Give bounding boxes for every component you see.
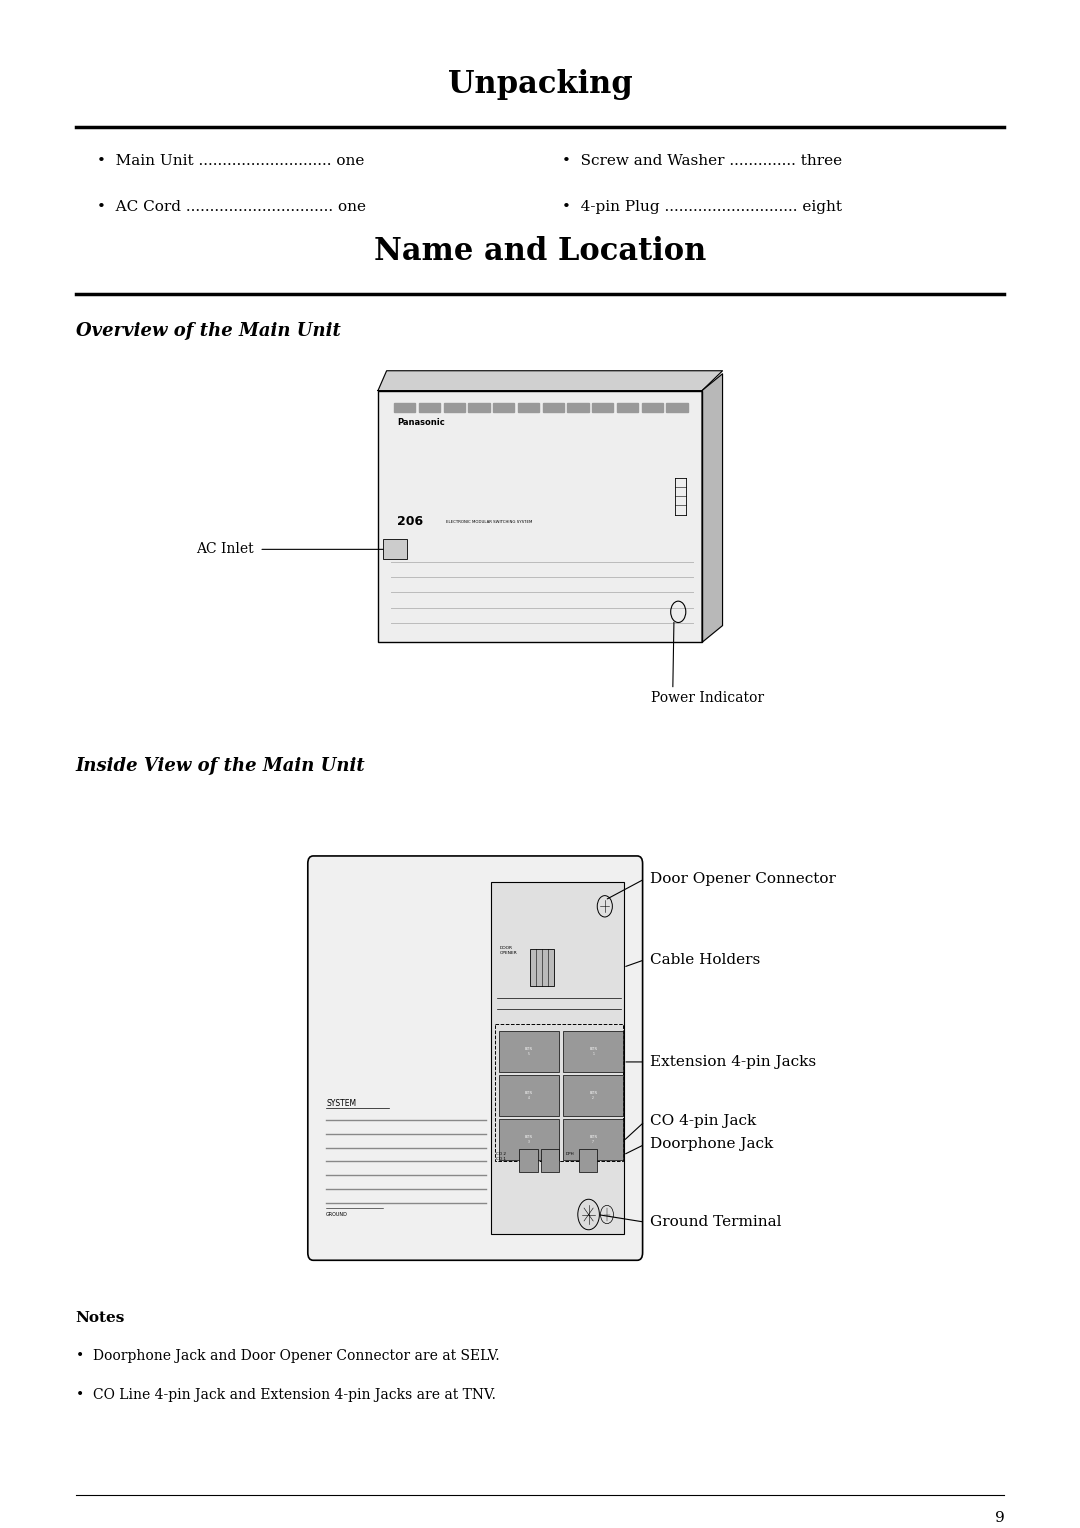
Text: •  Screw and Washer .............. three: • Screw and Washer .............. three — [562, 154, 841, 168]
Polygon shape — [499, 1076, 559, 1115]
Text: CO 2
CO 1: CO 2 CO 1 — [496, 1152, 505, 1161]
Polygon shape — [666, 403, 688, 413]
Text: Cable Holders: Cable Holders — [650, 952, 760, 967]
Text: CO 4-pin Jack: CO 4-pin Jack — [650, 1114, 756, 1129]
Text: EXTN
4: EXTN 4 — [525, 1091, 532, 1100]
Polygon shape — [518, 403, 539, 413]
Polygon shape — [469, 403, 489, 413]
Text: Ground Terminal: Ground Terminal — [650, 1215, 782, 1229]
Text: Inside View of the Main Unit: Inside View of the Main Unit — [76, 756, 365, 775]
Polygon shape — [530, 949, 554, 986]
Polygon shape — [702, 374, 723, 642]
Polygon shape — [541, 1149, 559, 1172]
Text: •  AC Cord ............................... one: • AC Cord ..............................… — [97, 200, 366, 214]
Polygon shape — [419, 403, 441, 413]
Text: Doorphone Jack: Doorphone Jack — [650, 1137, 773, 1151]
Polygon shape — [567, 403, 589, 413]
Text: GROUND: GROUND — [326, 1212, 348, 1216]
Text: Extension 4-pin Jacks: Extension 4-pin Jacks — [650, 1054, 816, 1070]
Polygon shape — [499, 1031, 559, 1073]
Polygon shape — [494, 403, 514, 413]
Text: EXTN
5: EXTN 5 — [525, 1048, 532, 1056]
Text: EXTN
3: EXTN 3 — [525, 1135, 532, 1143]
Text: •  4-pin Plug ............................ eight: • 4-pin Plug ...........................… — [562, 200, 841, 214]
Polygon shape — [564, 1118, 623, 1160]
Polygon shape — [519, 1149, 538, 1172]
Text: DOOR
OPENER: DOOR OPENER — [500, 946, 517, 955]
Polygon shape — [564, 1076, 623, 1115]
FancyBboxPatch shape — [308, 856, 643, 1261]
Polygon shape — [542, 403, 564, 413]
Circle shape — [578, 1199, 599, 1230]
Text: Unpacking: Unpacking — [447, 69, 633, 99]
Text: Overview of the Main Unit: Overview of the Main Unit — [76, 322, 340, 339]
Polygon shape — [378, 391, 702, 642]
Polygon shape — [394, 403, 416, 413]
Text: AC Inlet: AC Inlet — [197, 542, 254, 556]
Polygon shape — [579, 1149, 597, 1172]
Polygon shape — [617, 403, 638, 413]
Polygon shape — [592, 403, 613, 413]
Polygon shape — [378, 371, 723, 391]
Text: Notes: Notes — [76, 1311, 125, 1325]
Text: Door Opener Connector: Door Opener Connector — [650, 872, 836, 886]
Text: SYSTEM: SYSTEM — [326, 1099, 356, 1108]
Polygon shape — [491, 882, 624, 1235]
Text: EXTN
7: EXTN 7 — [590, 1135, 597, 1143]
Text: EXTN
1: EXTN 1 — [590, 1048, 597, 1056]
Text: Power Indicator: Power Indicator — [651, 691, 765, 704]
Text: •  CO Line 4-pin Jack and Extension 4-pin Jacks are at TNV.: • CO Line 4-pin Jack and Extension 4-pin… — [76, 1389, 496, 1403]
Text: ELECTRONIC MODULAR SWITCHING SYSTEM: ELECTRONIC MODULAR SWITCHING SYSTEM — [446, 520, 532, 524]
Polygon shape — [642, 403, 663, 413]
Text: Name and Location: Name and Location — [374, 237, 706, 267]
Polygon shape — [564, 1031, 623, 1073]
Text: 206: 206 — [397, 515, 423, 529]
Polygon shape — [499, 1118, 559, 1160]
Text: 9: 9 — [995, 1511, 1004, 1525]
Polygon shape — [444, 403, 464, 413]
Polygon shape — [383, 539, 407, 559]
Text: •  Main Unit ............................ one: • Main Unit ............................… — [97, 154, 365, 168]
Text: DPH: DPH — [566, 1152, 575, 1157]
Text: •  Doorphone Jack and Door Opener Connector are at SELV.: • Doorphone Jack and Door Opener Connect… — [76, 1349, 499, 1363]
Text: EXTN
2: EXTN 2 — [590, 1091, 597, 1100]
Text: Panasonic: Panasonic — [397, 419, 445, 426]
